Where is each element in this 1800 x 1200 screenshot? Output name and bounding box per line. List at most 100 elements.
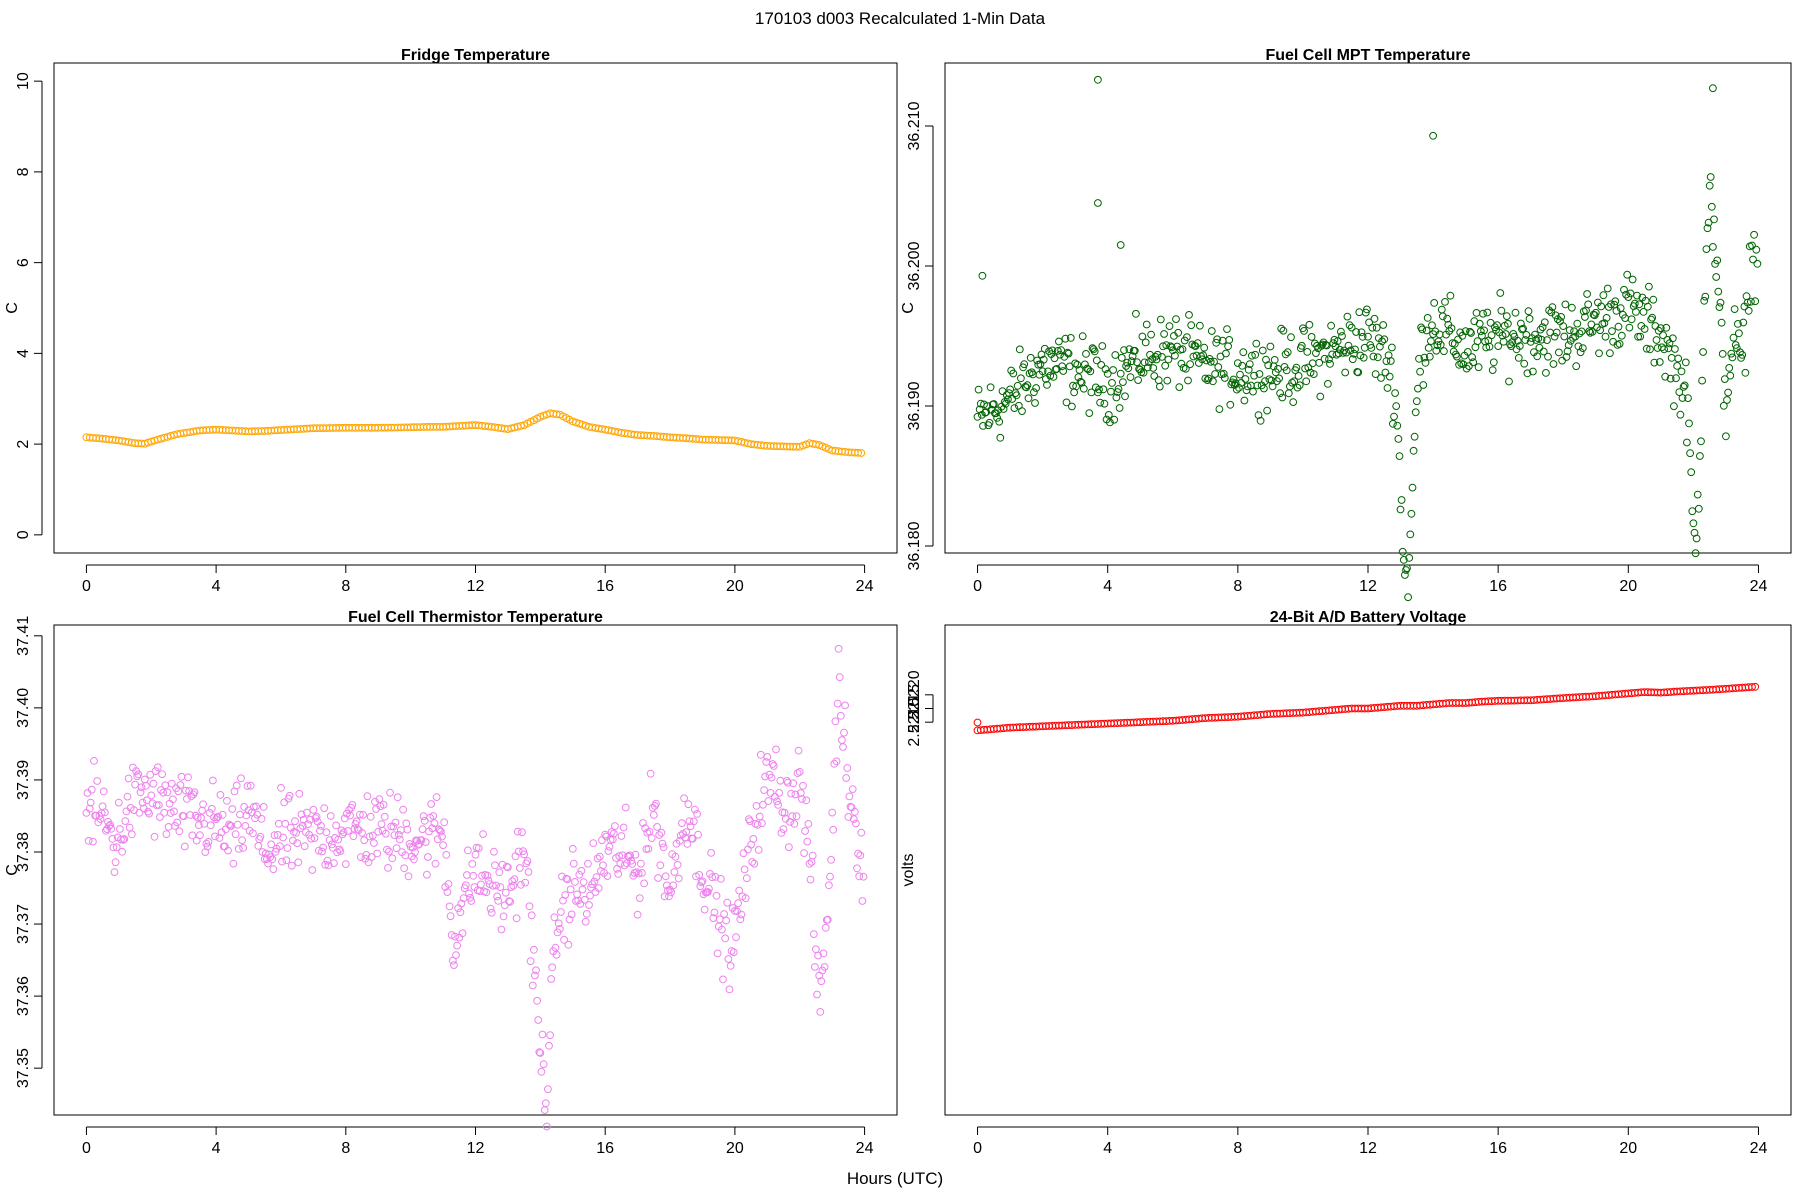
data-point (1453, 352, 1461, 361)
data-point (785, 843, 793, 851)
data-point (127, 830, 136, 839)
data-point (974, 385, 983, 394)
data-point (582, 910, 591, 918)
y-tick-label: 37.35 (15, 1048, 32, 1088)
outlier-point (1094, 199, 1102, 207)
data-point (813, 990, 821, 999)
data-point (1550, 332, 1559, 341)
data-point (1395, 452, 1404, 461)
data-point (1361, 308, 1370, 317)
data-point (108, 835, 117, 843)
data-point (1703, 224, 1712, 233)
data-point (469, 871, 478, 880)
data-point (440, 818, 449, 827)
data-point (755, 812, 764, 821)
data-point (1420, 353, 1429, 362)
data-point (1559, 322, 1568, 331)
data-point (303, 808, 311, 817)
data-point (370, 839, 378, 847)
data-point (769, 762, 778, 770)
data-point (246, 781, 255, 790)
data-point (1408, 483, 1417, 492)
data-point (1515, 342, 1524, 350)
data-point (689, 817, 698, 826)
data-point (1698, 376, 1706, 385)
data-point (561, 891, 570, 899)
y-axis-label: volts (900, 854, 917, 887)
data-point (853, 864, 861, 873)
data-point (297, 810, 306, 819)
data-point (223, 796, 231, 805)
data-point (566, 885, 575, 894)
data-point (1719, 401, 1728, 410)
data-point (1078, 332, 1087, 341)
data-point (234, 845, 243, 853)
data-point (1030, 388, 1038, 397)
data-point (764, 797, 773, 805)
data-point (519, 847, 527, 856)
data-point (1063, 348, 1072, 357)
data-point (808, 851, 817, 860)
data-point (634, 869, 643, 878)
outlier-point (1094, 75, 1102, 84)
data-point (1537, 335, 1546, 344)
data-point (838, 736, 846, 744)
data-point (1351, 345, 1359, 354)
data-point (1097, 361, 1106, 369)
data-point (1090, 347, 1099, 356)
data-point (1064, 349, 1073, 358)
data-point (1232, 385, 1241, 394)
data-point (718, 925, 726, 934)
x-tick-label: 4 (1103, 578, 1112, 595)
y-tick-label: 37.37 (15, 904, 32, 944)
data-point (669, 881, 678, 890)
data-point (1577, 327, 1586, 336)
data-point (993, 414, 1001, 422)
data-point (307, 834, 316, 843)
data-point (206, 821, 215, 830)
data-point (309, 805, 318, 814)
data-point (1124, 364, 1133, 373)
data-point (294, 858, 303, 867)
data-point (659, 843, 668, 852)
data-point (350, 824, 359, 833)
data-point (578, 885, 587, 894)
data-point (1101, 365, 1110, 374)
data-point (1189, 352, 1198, 361)
data-point (451, 932, 459, 941)
data-point (1489, 358, 1498, 367)
data-point (1381, 368, 1390, 377)
data-point (1378, 337, 1386, 346)
y-tick-label: 4 (15, 349, 32, 358)
data-point (512, 914, 521, 923)
data-point (1292, 363, 1301, 372)
data-point (531, 971, 539, 980)
data-point (84, 836, 93, 845)
data-point (1333, 337, 1342, 346)
y-tick-label: 2.5215 (906, 684, 923, 733)
data-point (1476, 327, 1485, 336)
data-point (576, 900, 585, 908)
data-point (427, 800, 436, 808)
data-point (377, 820, 386, 828)
data-point (236, 810, 244, 819)
data-point (740, 865, 749, 874)
data-point (1636, 332, 1645, 341)
data-point (1441, 298, 1449, 306)
data-point (1542, 369, 1550, 377)
data-point (774, 801, 782, 809)
data-point (1171, 351, 1179, 360)
data-point (335, 845, 344, 854)
data-point (795, 442, 804, 451)
data-point (716, 875, 725, 883)
data-point (604, 847, 613, 855)
data-point (1751, 297, 1760, 306)
data-point (191, 811, 200, 820)
data-point (116, 825, 124, 833)
data-point (1517, 319, 1525, 328)
data-point (1380, 335, 1389, 344)
data-point (1147, 330, 1155, 339)
y-tick-label: 37.36 (15, 976, 32, 1016)
data-point (134, 770, 143, 779)
data-point (842, 774, 851, 782)
